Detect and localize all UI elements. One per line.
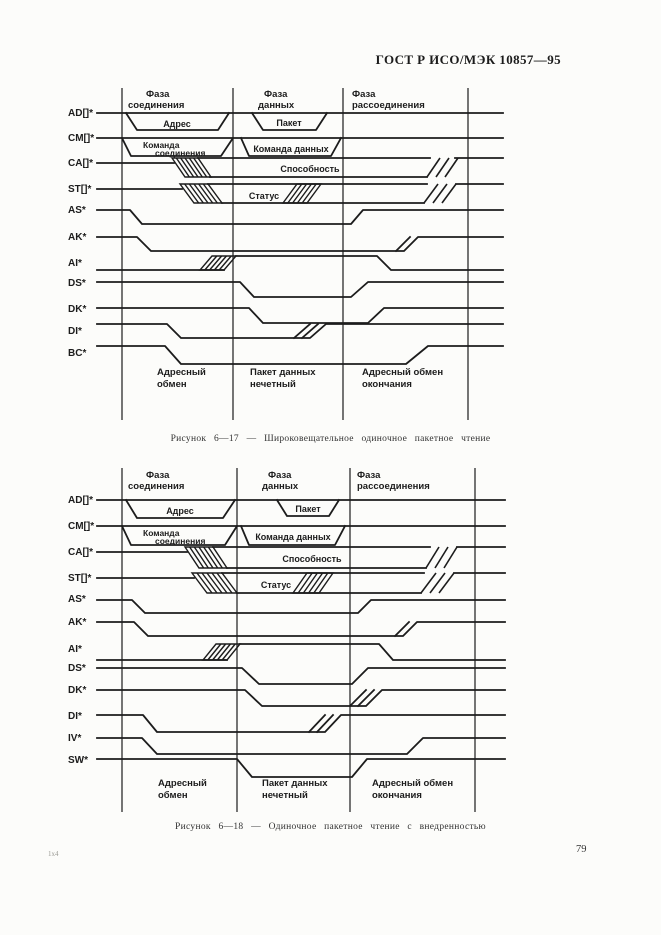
bus-label: Адрес bbox=[163, 119, 191, 129]
signal-label: DI* bbox=[68, 326, 82, 337]
signal-label: AI* bbox=[68, 258, 82, 269]
signal-label: CA[]* bbox=[68, 547, 93, 558]
signal-label: CM[]* bbox=[68, 133, 94, 144]
bus-label: Пакет bbox=[276, 118, 302, 128]
bus-label: соединения bbox=[155, 148, 205, 158]
signal-label: DS* bbox=[68, 278, 86, 289]
print-mark: 1x4 bbox=[48, 850, 59, 858]
phase-label: Фаза bbox=[352, 89, 376, 100]
signal-label: CM[]* bbox=[68, 521, 94, 532]
phase-label: рассоединения bbox=[357, 481, 430, 492]
signal-label: AD[]* bbox=[68, 108, 93, 119]
signal-label: ST[]* bbox=[68, 184, 91, 195]
signal-label: DS* bbox=[68, 663, 86, 674]
exchange-label: Пакет данных bbox=[262, 778, 328, 789]
signal-label: AK* bbox=[68, 617, 86, 628]
figure1-waveforms: ФазасоединенияФазаданныхФазарассоединени… bbox=[68, 88, 504, 420]
signal-label: DK* bbox=[68, 304, 86, 315]
exchange-label: Адресный обмен bbox=[372, 778, 453, 789]
phase-label: рассоединения bbox=[352, 100, 425, 111]
figure2-caption: Рисунок 6—18 — Одиночное пакетное чтение… bbox=[175, 822, 486, 832]
bus-label: Пакет bbox=[295, 504, 321, 514]
phase-label: Фаза bbox=[268, 470, 292, 481]
signal-label: ST[]* bbox=[68, 573, 91, 584]
page-header: ГОСТ Р ИСО/МЭК 10857—95 bbox=[375, 52, 561, 67]
signal-label: AS* bbox=[68, 205, 86, 216]
phase-label: Фаза bbox=[264, 89, 288, 100]
exchange-label: окончания bbox=[362, 379, 412, 390]
signal-label: AD[]* bbox=[68, 495, 93, 506]
phase-label: Фаза bbox=[146, 89, 170, 100]
signal-label: AK* bbox=[68, 232, 86, 243]
exchange-label: обмен bbox=[158, 790, 188, 801]
bus-label: Команда данных bbox=[255, 532, 330, 542]
exchange-label: Адресный bbox=[158, 778, 207, 789]
signal-label: AI* bbox=[68, 644, 82, 655]
exchange-label: обмен bbox=[157, 379, 187, 390]
bus-label: Способность bbox=[282, 554, 342, 564]
signal-label: SW* bbox=[68, 755, 88, 766]
bus-label: Команда bbox=[143, 528, 180, 538]
exchange-label: Пакет данных bbox=[250, 367, 316, 378]
signal-label: DI* bbox=[68, 711, 82, 722]
phase-label: данных bbox=[258, 100, 295, 111]
figure2-waveforms: ФазасоединенияФазаданныхФазарассоединени… bbox=[68, 468, 506, 812]
phase-label: Фаза bbox=[146, 470, 170, 481]
exchange-label: нечетный bbox=[262, 790, 308, 801]
bus-label: Способность bbox=[280, 164, 340, 174]
bus-label: соединения bbox=[155, 536, 205, 546]
signal-label: DK* bbox=[68, 685, 86, 696]
signal-label: AS* bbox=[68, 594, 86, 605]
signal-label: CA[]* bbox=[68, 158, 93, 169]
bus-label: Статус bbox=[249, 191, 279, 201]
phase-label: соединения bbox=[128, 100, 184, 111]
signal-label: BC* bbox=[68, 348, 86, 359]
exchange-label: окончания bbox=[372, 790, 422, 801]
bus-label: Команда bbox=[143, 140, 180, 150]
figure1-caption: Рисунок 6—17 — Широковещательное одиночн… bbox=[170, 434, 491, 444]
phase-label: Фаза bbox=[357, 470, 381, 481]
page-number: 79 bbox=[576, 844, 587, 855]
phase-label: соединения bbox=[128, 481, 184, 492]
signal-label: IV* bbox=[68, 733, 81, 744]
bus-label: Адрес bbox=[166, 506, 194, 516]
phase-label: данных bbox=[262, 481, 299, 492]
bus-label: Команда данных bbox=[253, 144, 328, 154]
exchange-label: Адресный bbox=[157, 367, 206, 378]
exchange-label: нечетный bbox=[250, 379, 296, 390]
exchange-label: Адресный обмен bbox=[362, 367, 443, 378]
bus-label: Статус bbox=[261, 580, 291, 590]
